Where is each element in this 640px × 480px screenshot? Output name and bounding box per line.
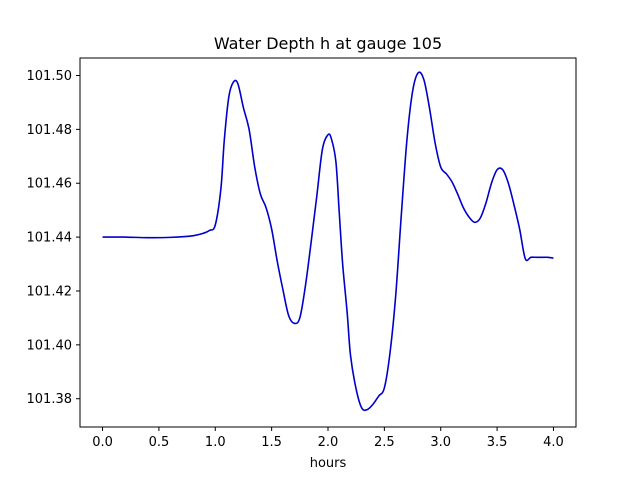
chart-title: Water Depth h at gauge 105 xyxy=(214,34,442,53)
y-axis: 101.38 101.40 101.42 101.44 101.46 101.48 101.… xyxy=(27,69,80,407)
y-tick-label: 101.48 xyxy=(27,123,73,138)
y-tick-label: 101.40 xyxy=(27,338,73,353)
x-tick-label: 4.0 xyxy=(543,435,564,450)
x-tick-label: 0.5 xyxy=(149,435,170,450)
y-tick-label: 101.44 xyxy=(27,231,73,246)
y-tick-label: 101.50 xyxy=(27,69,73,84)
y-tick-label: 101.42 xyxy=(27,284,73,299)
y-tick-label: 101.46 xyxy=(27,177,73,192)
x-tick-label: 0.0 xyxy=(92,435,113,450)
x-tick-label: 2.5 xyxy=(374,435,395,450)
x-tick-label: 2.0 xyxy=(318,435,339,450)
x-axis-label: hours xyxy=(310,456,347,471)
x-tick-label: 3.0 xyxy=(430,435,451,450)
x-tick-label: 1.5 xyxy=(261,435,282,450)
x-tick-label: 1.0 xyxy=(205,435,226,450)
series-line xyxy=(102,71,554,412)
x-axis: 0.0 0.5 1.0 1.5 2.0 2.5 3.0 3.5 4.0 xyxy=(92,427,564,450)
x-tick-label: 3.5 xyxy=(487,435,508,450)
y-tick-label: 101.38 xyxy=(27,392,73,407)
